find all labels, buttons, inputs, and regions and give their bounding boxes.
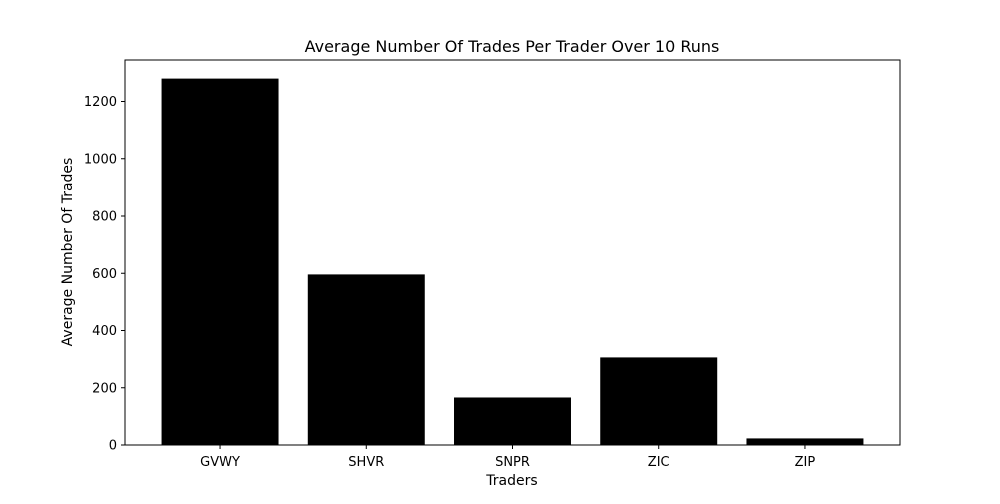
bars <box>161 78 864 445</box>
y-axis-label: Average Number Of Trades <box>60 158 76 347</box>
bar-snpr <box>454 397 571 445</box>
y-tick-label: 0 <box>109 439 117 454</box>
y-tick-label: 600 <box>92 267 117 282</box>
plot-area: 0 200 400 600 800 1000 1200 GVWY SHVR SNPR ZIC ZIP <box>84 59 901 470</box>
y-tick-label: 800 <box>92 210 117 225</box>
x-tick-label: SNPR <box>495 455 530 470</box>
y-tick-label: 1000 <box>84 152 117 167</box>
y-tick-label: 1200 <box>84 95 117 110</box>
x-tick-label: GVWY <box>200 455 240 470</box>
y-axis-ticks: 0 200 400 600 800 1000 1200 <box>84 95 125 454</box>
x-tick-label: ZIC <box>648 455 670 470</box>
y-tick-label: 200 <box>92 381 117 396</box>
x-axis-label: Traders <box>485 473 537 489</box>
x-tick-label: ZIP <box>795 455 816 470</box>
y-tick-label: 400 <box>92 324 117 339</box>
bar-shvr <box>307 274 425 445</box>
bar-zip <box>746 438 864 445</box>
x-axis-ticks: GVWY SHVR SNPR ZIC ZIP <box>200 445 815 470</box>
bar-gvwy <box>161 78 279 445</box>
chart-title: Average Number Of Trades Per Trader Over… <box>305 37 720 56</box>
x-tick-label: SHVR <box>348 455 384 470</box>
bar-zic <box>600 357 718 445</box>
